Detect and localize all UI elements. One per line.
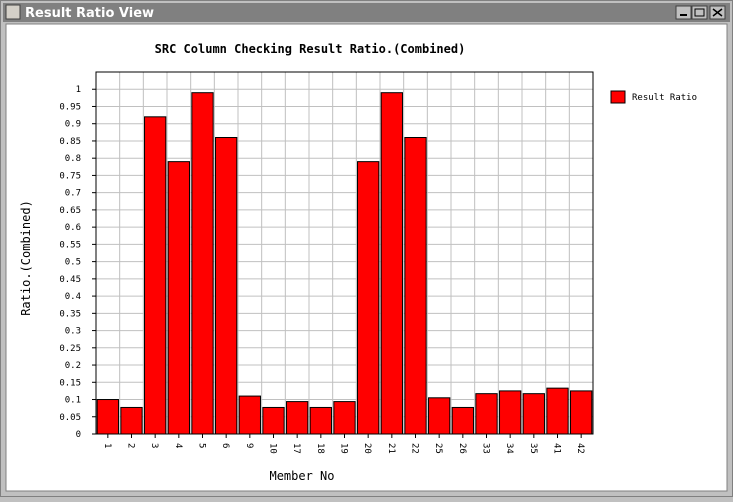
- y-tick-label: 0.4: [65, 292, 81, 302]
- x-tick-label: 25: [433, 443, 443, 454]
- app-icon: [5, 4, 21, 20]
- maximize-icon: [694, 8, 705, 17]
- x-tick-label: 6: [220, 443, 230, 448]
- x-tick-label: 5: [197, 443, 207, 448]
- x-tick-label: 10: [268, 443, 278, 454]
- x-tick-label: 26: [457, 443, 467, 454]
- x-tick-label: 20: [362, 443, 372, 454]
- bar: [380, 92, 403, 435]
- x-tick-label: 9: [244, 443, 254, 448]
- x-tick-label: 33: [481, 443, 491, 454]
- y-tick-label: 0.75: [59, 171, 81, 181]
- y-tick-label: 0.05: [59, 413, 81, 423]
- y-tick-label: 0.8: [65, 154, 81, 164]
- y-tick-label: 0.7: [65, 189, 81, 199]
- maximize-button[interactable]: [691, 5, 708, 20]
- bar: [238, 395, 261, 435]
- y-tick-label: 0.85: [59, 137, 81, 147]
- y-tick-label: 0.15: [59, 378, 81, 388]
- y-axis-label: Ratio.(Combined): [19, 200, 33, 316]
- chart-title: SRC Column Checking Result Ratio.(Combin…: [155, 42, 466, 56]
- bar: [191, 92, 214, 435]
- legend-label: Result Ratio: [632, 93, 697, 103]
- y-tick-label: 0.6: [65, 223, 81, 233]
- y-tick-label: 0.1: [65, 396, 81, 406]
- y-tick-label: 0.65: [59, 206, 81, 216]
- bar: [499, 390, 522, 435]
- x-axis-label: Member No: [269, 469, 334, 483]
- bar: [167, 161, 190, 435]
- x-tick-label: 17: [291, 443, 301, 454]
- window-buttons: [675, 5, 726, 20]
- y-tick-label: 0.5: [65, 258, 81, 268]
- bar: [262, 406, 285, 435]
- bar: [333, 401, 356, 435]
- y-tick-label: 0: [76, 430, 81, 440]
- x-tick-label: 19: [339, 443, 349, 454]
- chart: SRC Column Checking Result Ratio.(Combin…: [19, 42, 697, 483]
- y-tick-label: 0.3: [65, 327, 81, 337]
- bar: [309, 406, 332, 435]
- bar: [522, 393, 545, 435]
- bar: [120, 406, 143, 435]
- y-tick-label: 0.2: [65, 361, 81, 371]
- y-tick-label: 0.95: [59, 102, 81, 112]
- bar: [475, 393, 498, 435]
- window-title: Result Ratio View: [25, 6, 154, 21]
- bar: [428, 397, 451, 435]
- y-tick-label: 0.45: [59, 275, 81, 285]
- y-tick-label: 1: [76, 85, 81, 95]
- legend-swatch: [610, 90, 626, 104]
- x-tick-label: 18: [315, 443, 325, 454]
- y-tick-label: 0.35: [59, 309, 81, 319]
- bar: [546, 387, 569, 435]
- bar: [451, 406, 474, 435]
- x-tick-label: 2: [126, 443, 136, 448]
- y-tick-label: 0.55: [59, 240, 81, 250]
- x-tick-label: 3: [149, 443, 159, 448]
- bar: [286, 401, 309, 435]
- bar: [570, 390, 593, 435]
- y-tick-label: 0.25: [59, 344, 81, 354]
- x-tick-label: 35: [528, 443, 538, 454]
- y-tick-label: 0.9: [65, 120, 81, 130]
- x-tick-label: 21: [386, 443, 396, 454]
- x-tick-label: 42: [575, 443, 585, 454]
- minimize-button[interactable]: [675, 5, 692, 20]
- bar: [357, 161, 380, 435]
- bar: [96, 399, 119, 435]
- close-icon: [712, 8, 723, 17]
- title-bar: [3, 3, 730, 22]
- x-tick-label: 41: [552, 443, 562, 454]
- bar: [404, 137, 427, 435]
- x-tick-label: 34: [504, 443, 514, 454]
- bar: [215, 137, 238, 435]
- x-tick-label: 4: [173, 443, 183, 448]
- x-tick-label: 22: [410, 443, 420, 454]
- x-tick-label: 1: [102, 443, 112, 448]
- bar: [144, 116, 167, 435]
